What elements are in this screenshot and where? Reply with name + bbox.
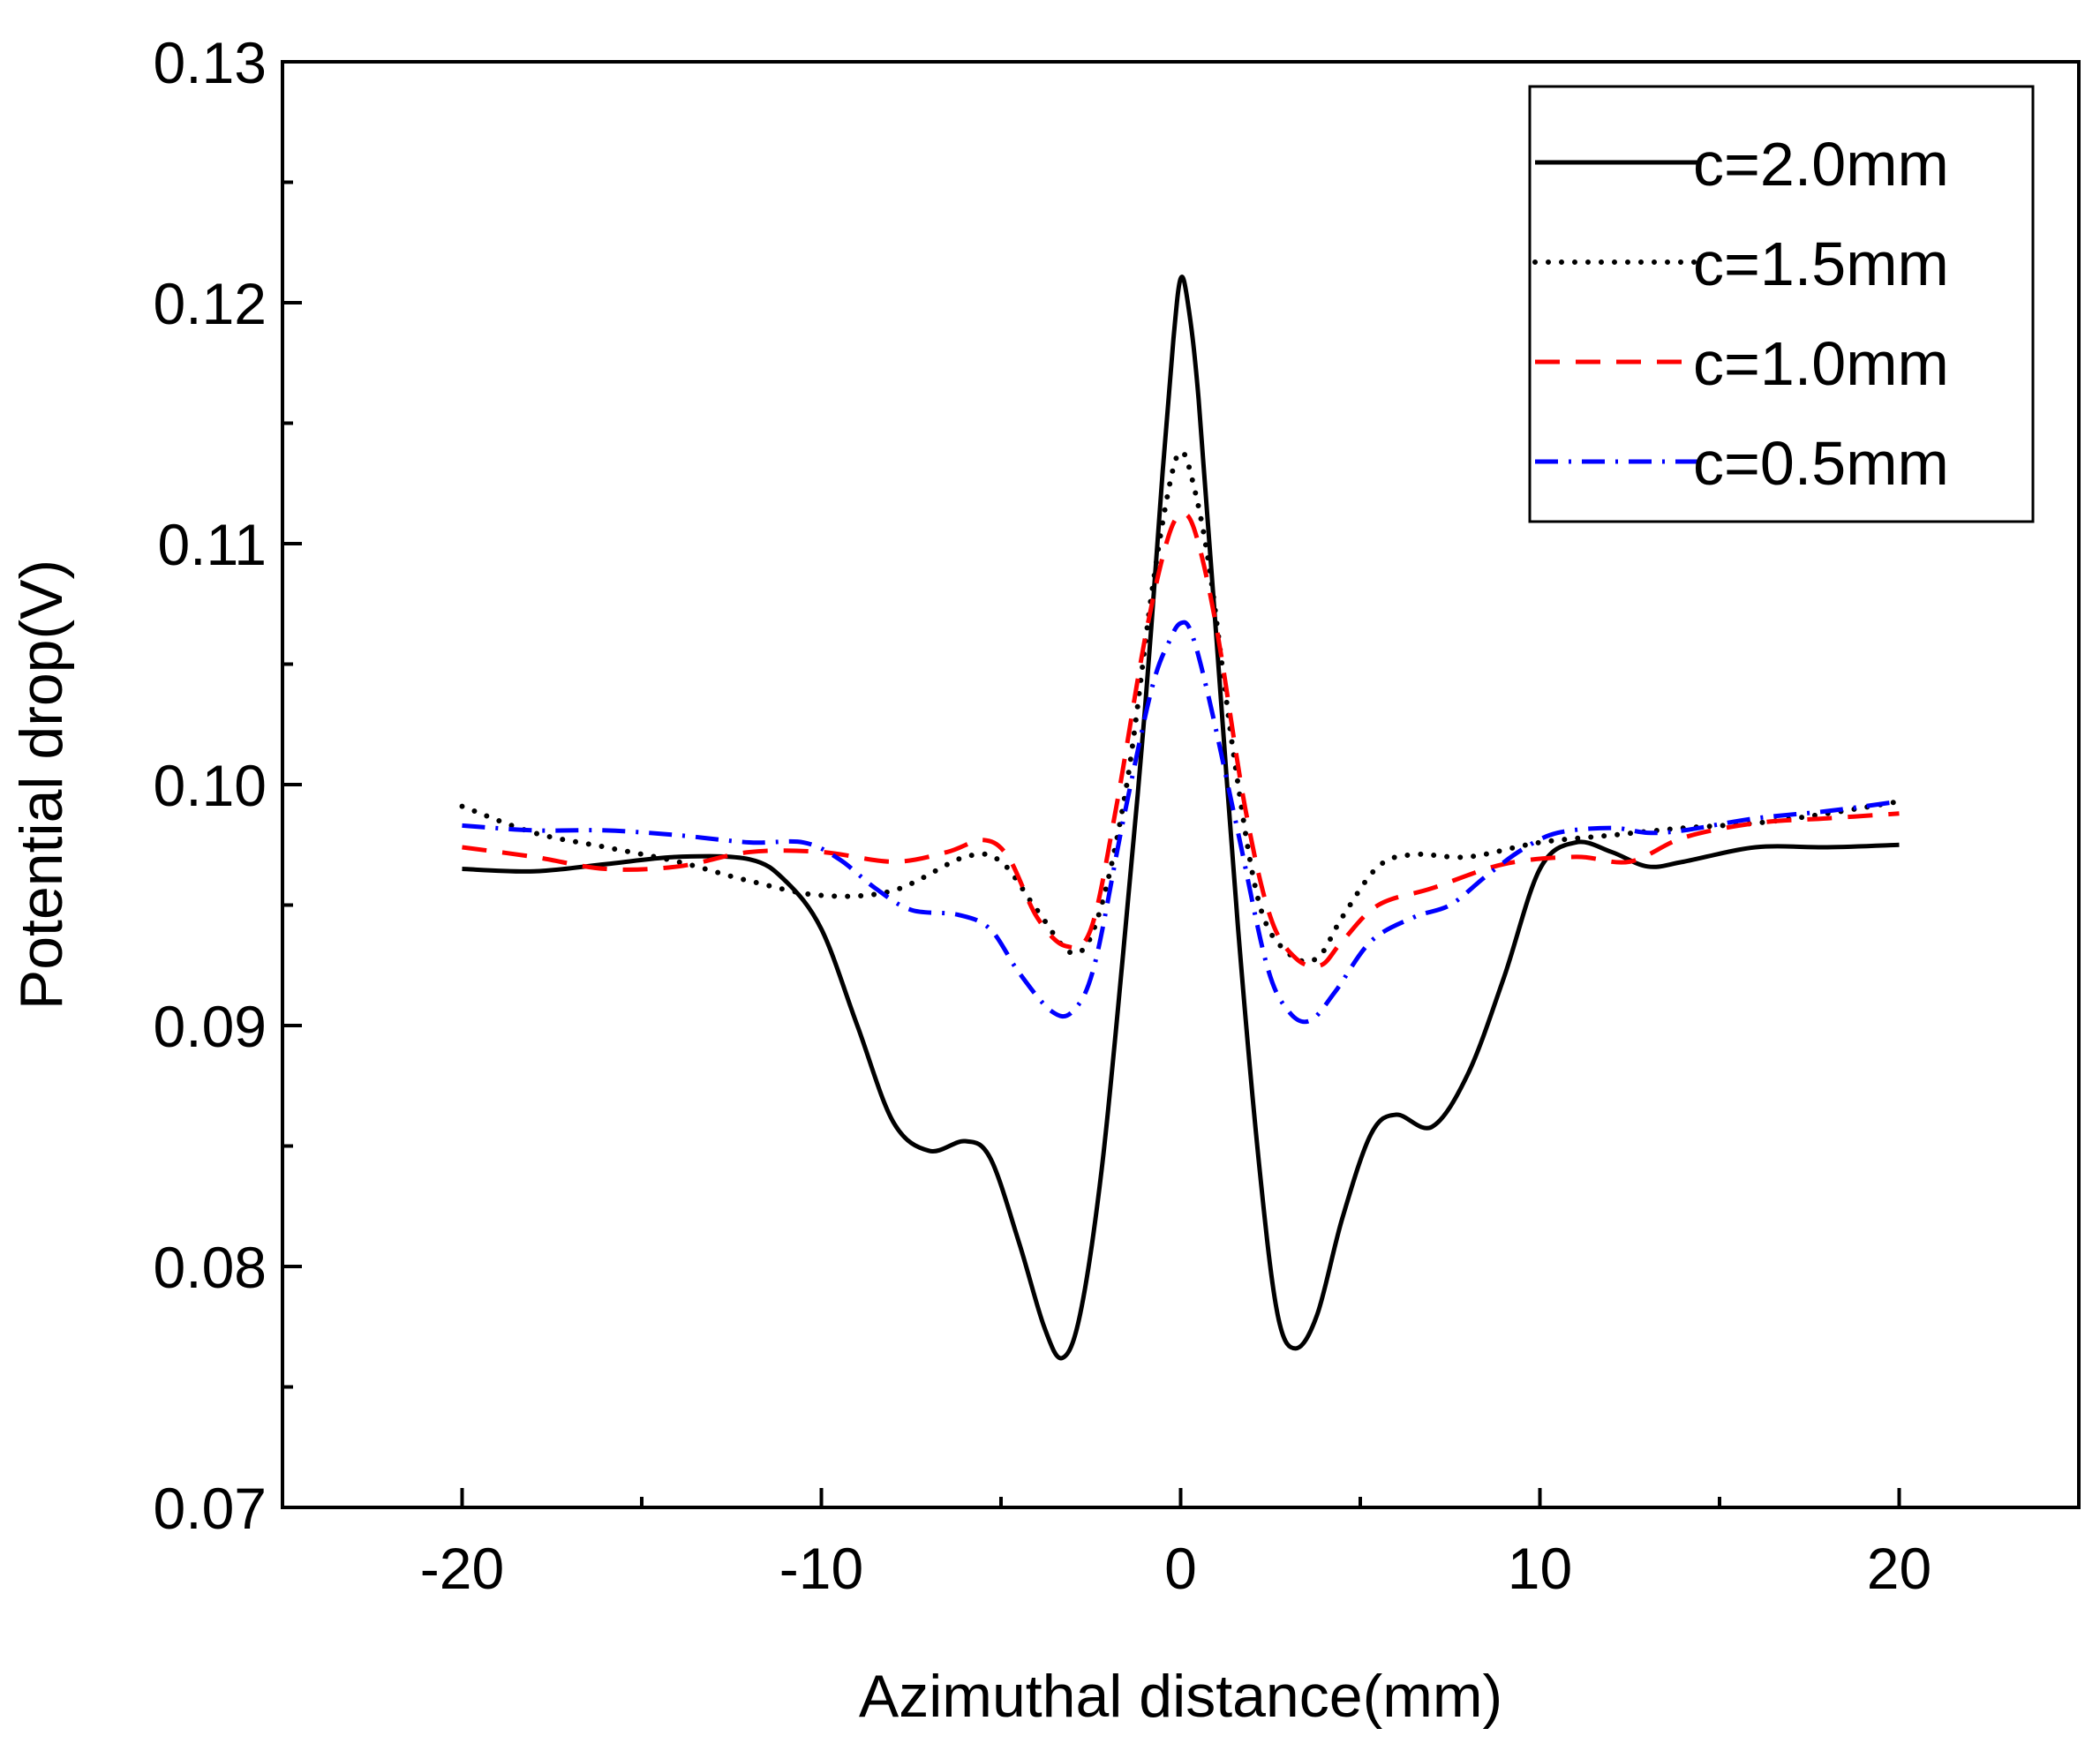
legend-label: c=2.0mm bbox=[1693, 130, 1949, 199]
x-tick-label: 0 bbox=[1164, 1536, 1197, 1601]
series-line-2 bbox=[462, 511, 1900, 969]
y-tick-label: 0.11 bbox=[157, 512, 267, 577]
y-tick-label: 0.09 bbox=[154, 994, 267, 1059]
x-tick-label: 20 bbox=[1867, 1536, 1931, 1601]
legend-label: c=1.5mm bbox=[1693, 229, 1949, 298]
x-tick-label: 10 bbox=[1508, 1536, 1572, 1601]
legend-box bbox=[1528, 85, 2035, 523]
y-tick-label: 0.12 bbox=[154, 271, 267, 336]
y-tick-label: 0.13 bbox=[154, 30, 267, 95]
series-layer bbox=[459, 274, 1902, 1361]
y-axis: 0.07 0.08 0.09 0.10 0.11 0.12 0.13 bbox=[154, 30, 302, 1541]
x-axis-title: Azimuthal distance(mm) bbox=[859, 1663, 1502, 1730]
y-tick-label: 0.07 bbox=[154, 1476, 267, 1541]
legend: c=2.0mm c=1.5mm c=1.0mm c=0.5mm bbox=[1528, 85, 2035, 523]
y-tick-label: 0.10 bbox=[154, 753, 267, 818]
x-tick-label: -10 bbox=[779, 1536, 863, 1601]
legend-label: c=0.5mm bbox=[1693, 429, 1949, 498]
series-line-3 bbox=[462, 620, 1900, 1025]
y-tick-label: 0.08 bbox=[154, 1235, 267, 1300]
x-tick-label: -20 bbox=[420, 1536, 504, 1601]
series-line-0 bbox=[462, 274, 1900, 1361]
series-line-1 bbox=[459, 449, 1902, 965]
legend-label: c=1.0mm bbox=[1693, 329, 1949, 398]
y-axis-title: Potential drop(V) bbox=[8, 560, 75, 1010]
x-axis: -20 -10 0 10 20 bbox=[420, 1488, 1931, 1601]
